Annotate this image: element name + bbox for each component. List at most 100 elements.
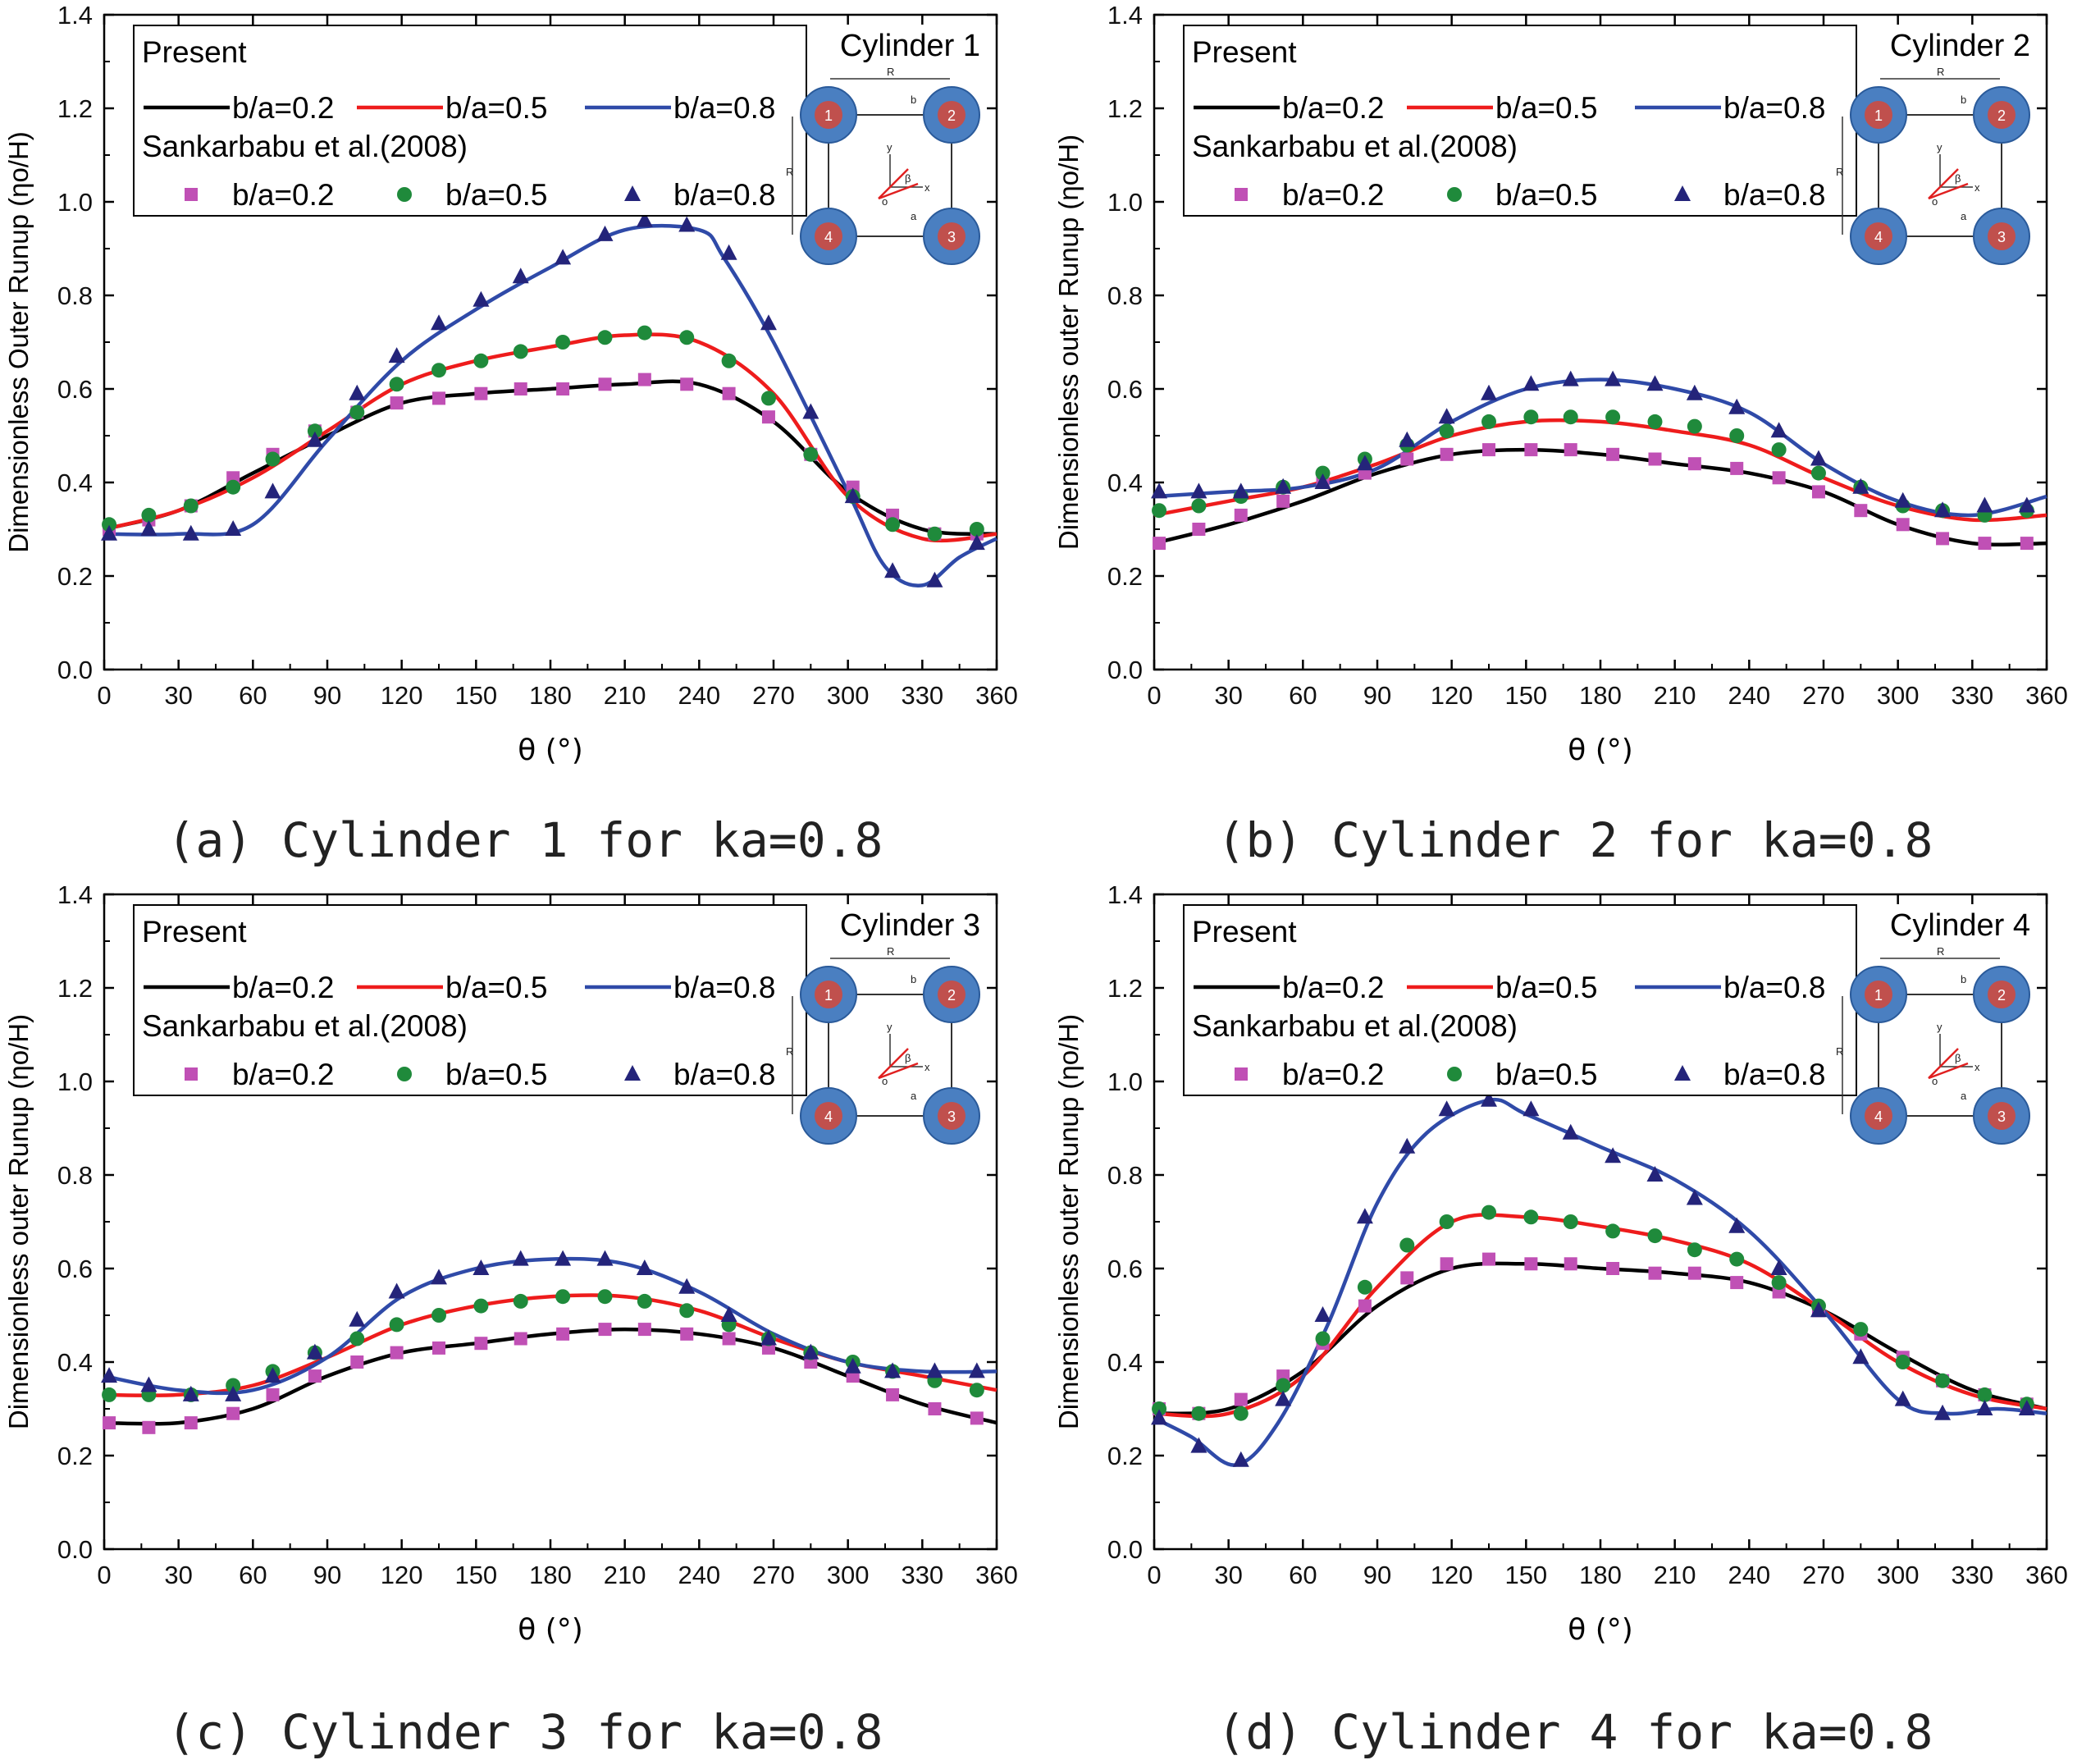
legend-present: Present (142, 35, 247, 69)
ref-marker (513, 344, 528, 359)
ref-marker (389, 377, 404, 392)
x-tick-label: 120 (381, 681, 423, 710)
ref-marker (1895, 1355, 1911, 1369)
cylinder-number: 3 (1997, 229, 2006, 245)
ref-marker (1687, 1266, 1701, 1280)
cylinder-number: 1 (1874, 987, 1883, 1003)
inset-frame (828, 114, 952, 237)
y-tick-label: 1.0 (57, 1067, 93, 1096)
legend-marker (1447, 1067, 1462, 1081)
series-line-ba08 (103, 1256, 998, 1396)
legend-marker-label: b/a=0.2 (232, 1058, 334, 1091)
x-tick-label: 0 (97, 681, 111, 710)
ref-marker (102, 517, 117, 533)
ref-marker (722, 386, 736, 400)
cylinder-core (1988, 981, 2016, 1008)
ref-marker (473, 353, 489, 368)
ref-marker (1770, 422, 1787, 438)
x-tick-label: 60 (1289, 681, 1317, 710)
ref-marker (102, 1387, 117, 1402)
x-tick-label: 90 (1363, 1561, 1391, 1589)
ref-marker (1191, 498, 1207, 514)
ref-marker (1314, 473, 1331, 489)
x-tick-label: 360 (975, 681, 1018, 710)
legend-reference: Sankarbabu et al.(2008) (142, 1009, 468, 1043)
axis-label-y: y (1937, 141, 1942, 153)
wave-arrow-2 (878, 1062, 919, 1080)
x-tick-label: 0 (1147, 1561, 1161, 1589)
ref-marker (1647, 414, 1663, 429)
ref-marker (844, 1357, 861, 1374)
dim-label-a: a (911, 1090, 917, 1102)
ref-marker (1686, 1189, 1703, 1205)
ref-marker (803, 446, 819, 462)
dim-label-a: a (1961, 1090, 1967, 1102)
y-tick-label: 0.6 (1107, 375, 1143, 404)
ref-marker (473, 1298, 489, 1314)
ref-marker (555, 335, 571, 350)
ref-marker (1896, 518, 1910, 532)
x-tick-label: 330 (901, 1561, 943, 1589)
ref-marker (1315, 1331, 1331, 1346)
ref-marker (101, 524, 118, 541)
ref-marker (390, 1346, 404, 1360)
dim-label-R2: R (1836, 1045, 1843, 1058)
legend-marker-label: b/a=0.8 (673, 178, 775, 212)
y-tick-label: 1.4 (57, 1, 93, 30)
ref-marker (141, 507, 157, 523)
x-axis-label: θ (°) (1568, 734, 1633, 767)
cylinder-core (815, 222, 842, 250)
ref-marker (555, 1250, 572, 1266)
cylinder-core (1988, 1102, 2016, 1130)
axis-label-x: x (924, 1061, 930, 1073)
ref-marker (885, 517, 901, 533)
ref-marker (1811, 485, 1825, 499)
ref-marker (349, 405, 365, 420)
ref-marker (1934, 1404, 1952, 1420)
y-tick-label: 0.6 (1107, 1255, 1143, 1283)
ref-marker (225, 1385, 242, 1401)
legend-line-label: b/a=0.2 (1282, 971, 1384, 1004)
series-line-ba02 (1153, 1261, 2048, 1416)
ref-marker (928, 1402, 942, 1415)
figure-caption: (b) Cylinder 2 for ka=0.8 (1217, 812, 1933, 868)
ref-marker (1314, 1306, 1331, 1322)
x-tick-label: 180 (1579, 1561, 1622, 1589)
x-tick-label: 180 (529, 681, 572, 710)
ref-marker (1234, 508, 1248, 522)
x-tick-label: 240 (1728, 681, 1770, 710)
ref-marker (1439, 423, 1454, 439)
ref-marker (597, 1289, 613, 1305)
cylinder-core (1865, 101, 1892, 129)
ref-marker (1399, 1137, 1416, 1154)
ref-marker (637, 1293, 652, 1309)
ref-marker (1356, 1208, 1373, 1224)
legend-box (1183, 25, 1857, 217)
x-tick-label: 240 (1728, 1561, 1770, 1589)
y-tick-label: 1.0 (1107, 1067, 1143, 1096)
ref-marker (140, 520, 158, 536)
ref-marker (514, 1332, 527, 1346)
ref-marker (1976, 496, 1993, 513)
x-tick-label: 360 (975, 1561, 1018, 1589)
ref-marker (1770, 1259, 1787, 1275)
ref-marker (349, 1310, 366, 1327)
cylinder-core (815, 981, 842, 1008)
y-tick-label: 1.0 (57, 188, 93, 217)
legend-line-label: b/a=0.8 (1723, 91, 1825, 125)
series-line-ba08 (1153, 1097, 2048, 1467)
cylinder-core (1988, 101, 2016, 129)
x-axis-label: θ (°) (1568, 1613, 1633, 1647)
legend-line-label: b/a=0.2 (232, 971, 334, 1004)
y-tick-label: 0.6 (57, 375, 93, 404)
series-line-ba05 (103, 332, 998, 543)
ref-marker (596, 1250, 614, 1266)
ref-marker (597, 330, 613, 345)
y-tick-label: 1.2 (57, 94, 93, 123)
ref-marker (1810, 1301, 1827, 1318)
ref-marker (970, 1411, 984, 1425)
x-tick-label: 120 (381, 1561, 423, 1589)
ref-marker (1606, 1262, 1620, 1275)
ref-marker (1358, 1299, 1372, 1313)
ref-marker (1605, 370, 1622, 386)
